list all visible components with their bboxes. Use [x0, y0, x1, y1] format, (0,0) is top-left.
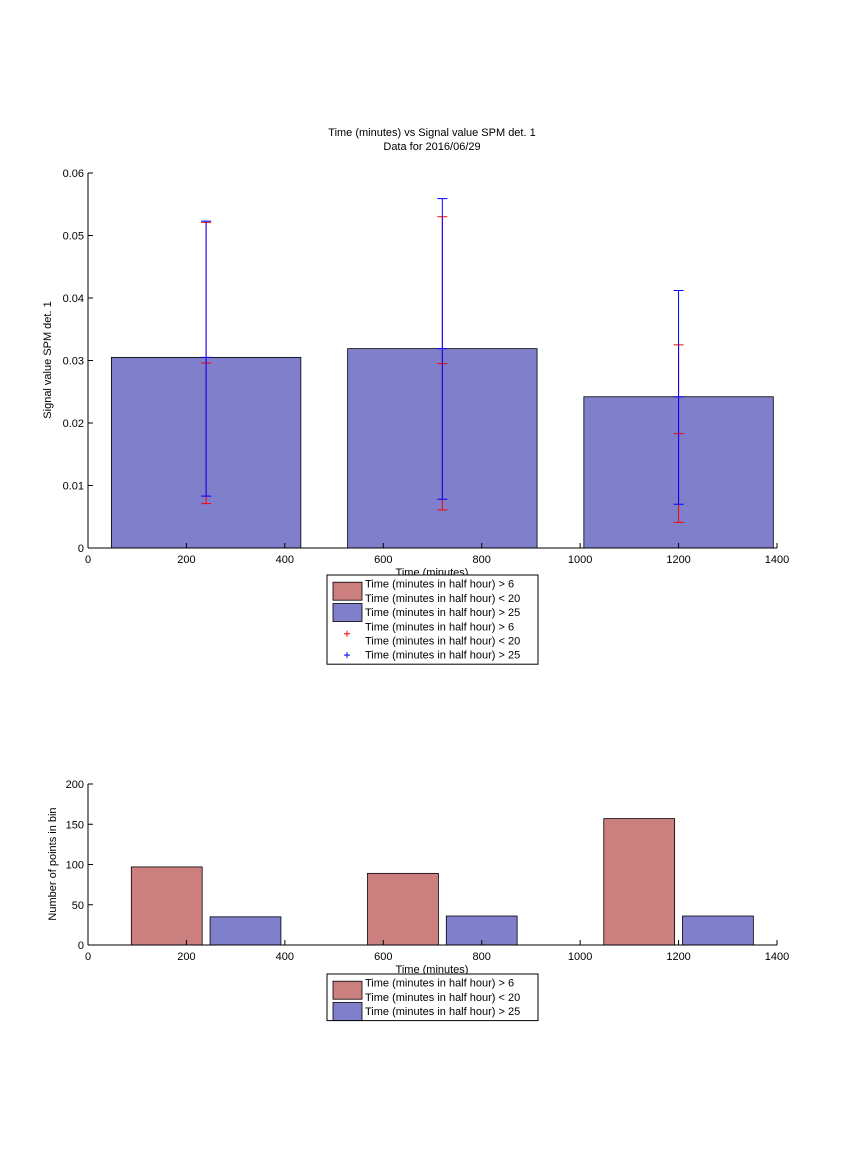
bar-series1-3 [603, 818, 676, 946]
y-tick-label: 0 [78, 940, 84, 952]
legend-label: Time (minutes in half hour) < 20 [365, 992, 520, 1004]
legend: Time (minutes in half hour) > 6 Time (min… [326, 574, 539, 665]
plot-area [110, 198, 774, 549]
legend-swatch [332, 980, 363, 1000]
count-chart: Number of points in bin Time (minutes) 0… [47, 779, 790, 1022]
x-axis-label: Time (minutes) [396, 964, 469, 976]
legend-label: Time (minutes in half hour) < 20 [365, 593, 520, 605]
x-tick-label: 1000 [568, 951, 592, 963]
signal-chart: Time (minutes) vs Signal value SPM det. … [42, 127, 790, 665]
legend-swatch [332, 581, 363, 601]
bar-series1-1 [130, 866, 203, 946]
axes: 0 200 400 600 800 1000 1200 1400 0 0.01 0.02 0.03 0.… [63, 168, 790, 566]
x-tick-label: 1400 [765, 554, 789, 566]
y-tick-label: 0.06 [63, 168, 84, 180]
x-tick-label: 1200 [666, 951, 690, 963]
legend-label: Time (minutes in half hour) > 6 [365, 579, 514, 591]
x-tick-label: 1200 [666, 554, 690, 566]
y-tick-label: 100 [66, 860, 84, 872]
x-tick-label: 400 [276, 951, 294, 963]
x-tick-label: 800 [473, 951, 491, 963]
x-tick-label: 1000 [568, 554, 592, 566]
x-tick-label: 200 [177, 951, 195, 963]
x-tick-label: 600 [374, 951, 392, 963]
y-tick-label: 0.01 [63, 481, 84, 493]
legend: Time (minutes in half hour) > 6 Time (min… [326, 973, 539, 1022]
plot-area [130, 818, 754, 946]
x-tick-label: 400 [276, 554, 294, 566]
x-tick-label: 600 [374, 554, 392, 566]
legend-label: Time (minutes in half hour) < 20 [365, 636, 520, 648]
y-tick-label: 150 [66, 819, 84, 831]
y-tick-label: 0.02 [63, 418, 84, 430]
y-tick-label: 0.03 [63, 356, 84, 368]
legend-label: Time (minutes in half hour) > 25 [365, 607, 520, 619]
y-tick-label: 0.05 [63, 231, 84, 243]
y-tick-label: 50 [72, 900, 84, 912]
legend-label: Time (minutes in half hour) > 6 [365, 978, 514, 990]
y-axis-label: Number of points in bin [47, 807, 59, 920]
legend-label: Time (minutes in half hour) > 6 [365, 621, 514, 633]
x-tick-label: 800 [473, 554, 491, 566]
x-tick-label: 200 [177, 554, 195, 566]
chart-subtitle: Data for 2016/06/29 [383, 141, 480, 153]
x-tick-label: 0 [85, 951, 91, 963]
bar-series2-1 [209, 916, 282, 946]
y-axis-label: Signal value SPM det. 1 [42, 301, 54, 418]
legend-swatch [332, 1002, 363, 1021]
x-tick-label: 1400 [765, 951, 789, 963]
legend-label: Time (minutes in half hour) > 25 [365, 1006, 520, 1018]
legend-label: Time (minutes in half hour) > 25 [365, 650, 520, 662]
axes: 0 200 400 600 800 1000 1200 1400 0 50 100 150 200 [66, 779, 790, 963]
y-tick-label: 0.04 [63, 293, 84, 305]
chart-title: Time (minutes) vs Signal value SPM det. … [328, 127, 535, 139]
y-tick-label: 0 [78, 543, 84, 555]
x-tick-label: 0 [85, 554, 91, 566]
legend-swatch [332, 603, 363, 622]
y-tick-label: 200 [66, 779, 84, 791]
bar-series1-2 [367, 872, 439, 946]
bar-series2-3 [682, 915, 754, 946]
